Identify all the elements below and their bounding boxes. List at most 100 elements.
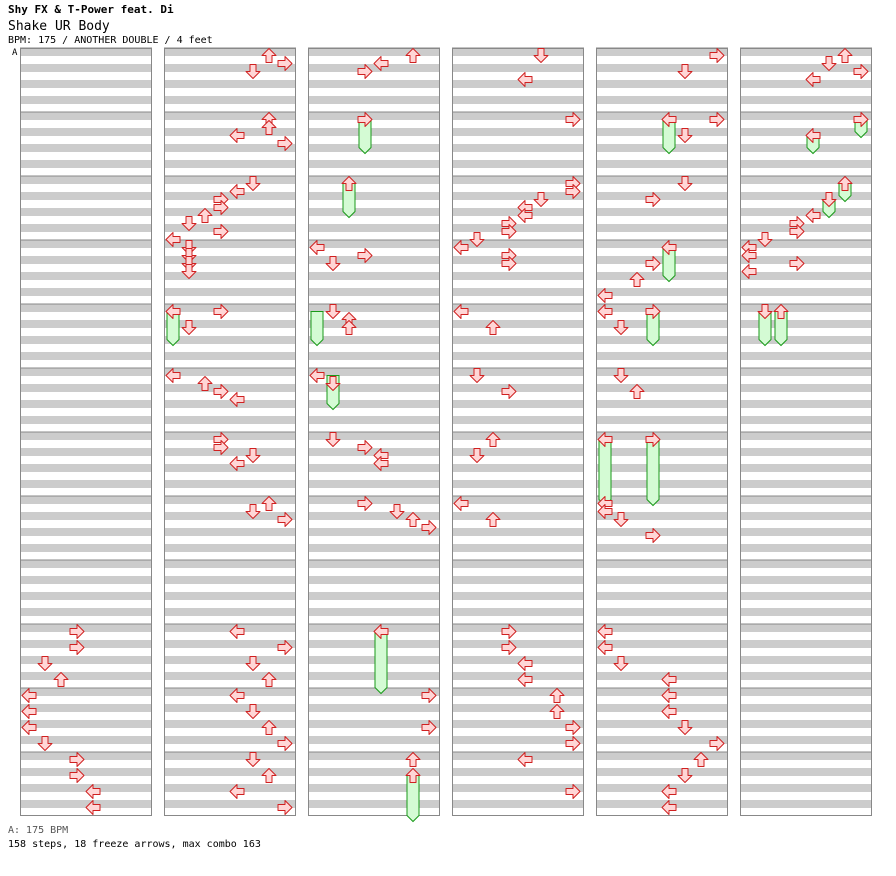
step-arrow-up — [485, 512, 501, 527]
beat-band — [308, 688, 440, 696]
step-arrow-up — [629, 272, 645, 287]
step-arrow-right — [709, 48, 725, 63]
step-arrow-left — [373, 456, 389, 471]
beat-band — [164, 656, 296, 664]
step-arrow-right — [421, 688, 437, 703]
beat-band — [164, 784, 296, 792]
beat-band — [740, 464, 872, 472]
beat-band — [164, 272, 296, 280]
step-arrow-right — [357, 440, 373, 455]
step-arrow-left — [805, 208, 821, 223]
column-border — [596, 48, 728, 816]
step-arrow-down — [533, 48, 549, 63]
beat-band — [740, 256, 872, 264]
beat-band — [452, 784, 584, 792]
beat-band — [740, 592, 872, 600]
step-arrow-down — [325, 304, 341, 319]
beat-band — [596, 96, 728, 104]
beat-band — [20, 128, 152, 136]
step-arrow-up — [341, 176, 357, 191]
beat-band — [596, 208, 728, 216]
beat-band — [20, 464, 152, 472]
beat-band — [20, 752, 152, 760]
step-arrow-down — [245, 656, 261, 671]
step-arrow-left — [741, 264, 757, 279]
step-arrow-right — [277, 736, 293, 751]
step-arrow-right — [565, 184, 581, 199]
step-arrow-right — [277, 136, 293, 151]
beat-band — [596, 592, 728, 600]
beat-band — [596, 784, 728, 792]
beat-band — [452, 544, 584, 552]
beat-band — [596, 768, 728, 776]
beat-band — [164, 128, 296, 136]
step-arrow-down — [821, 192, 837, 207]
beat-band — [20, 192, 152, 200]
beat-band — [596, 336, 728, 344]
step-arrow-down — [325, 432, 341, 447]
beat-band — [740, 112, 872, 120]
step-arrow-up — [693, 752, 709, 767]
freeze-arrow — [598, 439, 612, 507]
step-arrow-up — [405, 752, 421, 767]
freeze-arrow — [310, 311, 324, 347]
step-arrow-right — [213, 224, 229, 239]
beat-band — [164, 192, 296, 200]
step-arrow-left — [309, 240, 325, 255]
beat-band — [20, 544, 152, 552]
beat-band — [740, 320, 872, 328]
beat-band — [164, 144, 296, 152]
step-arrow-down — [757, 304, 773, 319]
beat-band — [308, 768, 440, 776]
beat-band — [452, 192, 584, 200]
beat-band — [596, 464, 728, 472]
step-arrow-left — [85, 784, 101, 799]
beat-band — [20, 688, 152, 696]
beat-band — [308, 512, 440, 520]
step-arrow-up — [261, 672, 277, 687]
beat-band — [164, 736, 296, 744]
step-arrow-left — [229, 784, 245, 799]
beat-band — [20, 368, 152, 376]
beat-band — [20, 208, 152, 216]
beat-band — [452, 688, 584, 696]
beat-band — [308, 656, 440, 664]
step-arrow-left — [165, 368, 181, 383]
beat-band — [308, 96, 440, 104]
step-arrow-down — [245, 176, 261, 191]
step-arrow-up — [341, 320, 357, 335]
beat-band — [740, 224, 872, 232]
beat-band — [308, 720, 440, 728]
step-arrow-right — [357, 112, 373, 127]
beat-band — [308, 288, 440, 296]
step-arrow-left — [661, 800, 677, 815]
beat-band — [740, 128, 872, 136]
step-arrow-left — [309, 368, 325, 383]
beat-band — [164, 288, 296, 296]
beat-band — [740, 624, 872, 632]
beat-band — [596, 128, 728, 136]
beat-band — [452, 768, 584, 776]
beat-band — [20, 144, 152, 152]
beat-band — [164, 416, 296, 424]
beat-band — [452, 64, 584, 72]
beat-band — [164, 304, 296, 312]
beat-band — [308, 528, 440, 536]
beat-band — [308, 336, 440, 344]
beat-band — [452, 288, 584, 296]
step-arrow-left — [453, 240, 469, 255]
beat-band — [20, 704, 152, 712]
step-arrow-up — [261, 120, 277, 135]
beat-band — [164, 48, 296, 56]
beat-band — [20, 448, 152, 456]
beat-band — [20, 800, 152, 808]
beat-band — [740, 784, 872, 792]
beat-band — [308, 400, 440, 408]
column-border — [20, 48, 152, 816]
step-arrow-right — [853, 64, 869, 79]
step-arrow-right — [277, 800, 293, 815]
step-arrow-left — [229, 688, 245, 703]
step-arrow-up — [261, 48, 277, 63]
column-border — [740, 48, 872, 816]
beat-band — [164, 176, 296, 184]
